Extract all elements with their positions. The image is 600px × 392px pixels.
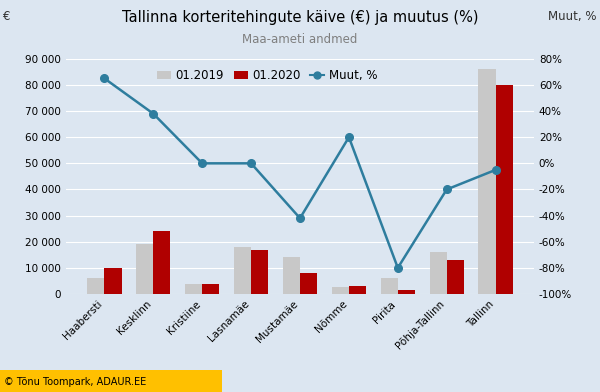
Bar	[447, 260, 464, 294]
Bar	[332, 287, 349, 294]
Bar	[251, 250, 268, 294]
Bar	[87, 278, 104, 294]
Text: Maa-ameti andmed: Maa-ameti andmed	[242, 33, 358, 46]
Bar	[398, 290, 415, 294]
Bar	[349, 286, 366, 294]
Bar	[234, 247, 251, 294]
Bar	[104, 268, 122, 294]
Legend: 01.2019, 01.2020, Muut, %: 01.2019, 01.2020, Muut, %	[152, 65, 382, 87]
Text: Tallinna korteritehingute käive (€) ja muutus (%): Tallinna korteritehingute käive (€) ja m…	[122, 10, 478, 25]
Bar	[496, 85, 513, 294]
Text: €: €	[3, 10, 11, 23]
Text: © Tõnu Toompark, ADAUR.EE: © Tõnu Toompark, ADAUR.EE	[4, 377, 146, 387]
Bar	[478, 69, 496, 294]
Bar	[430, 252, 447, 294]
Bar	[283, 258, 300, 294]
Bar	[380, 278, 398, 294]
Text: Muut, %: Muut, %	[548, 10, 597, 23]
Bar	[136, 244, 153, 294]
Bar	[153, 231, 170, 294]
Bar	[202, 283, 220, 294]
Bar	[185, 283, 202, 294]
Bar	[300, 273, 317, 294]
